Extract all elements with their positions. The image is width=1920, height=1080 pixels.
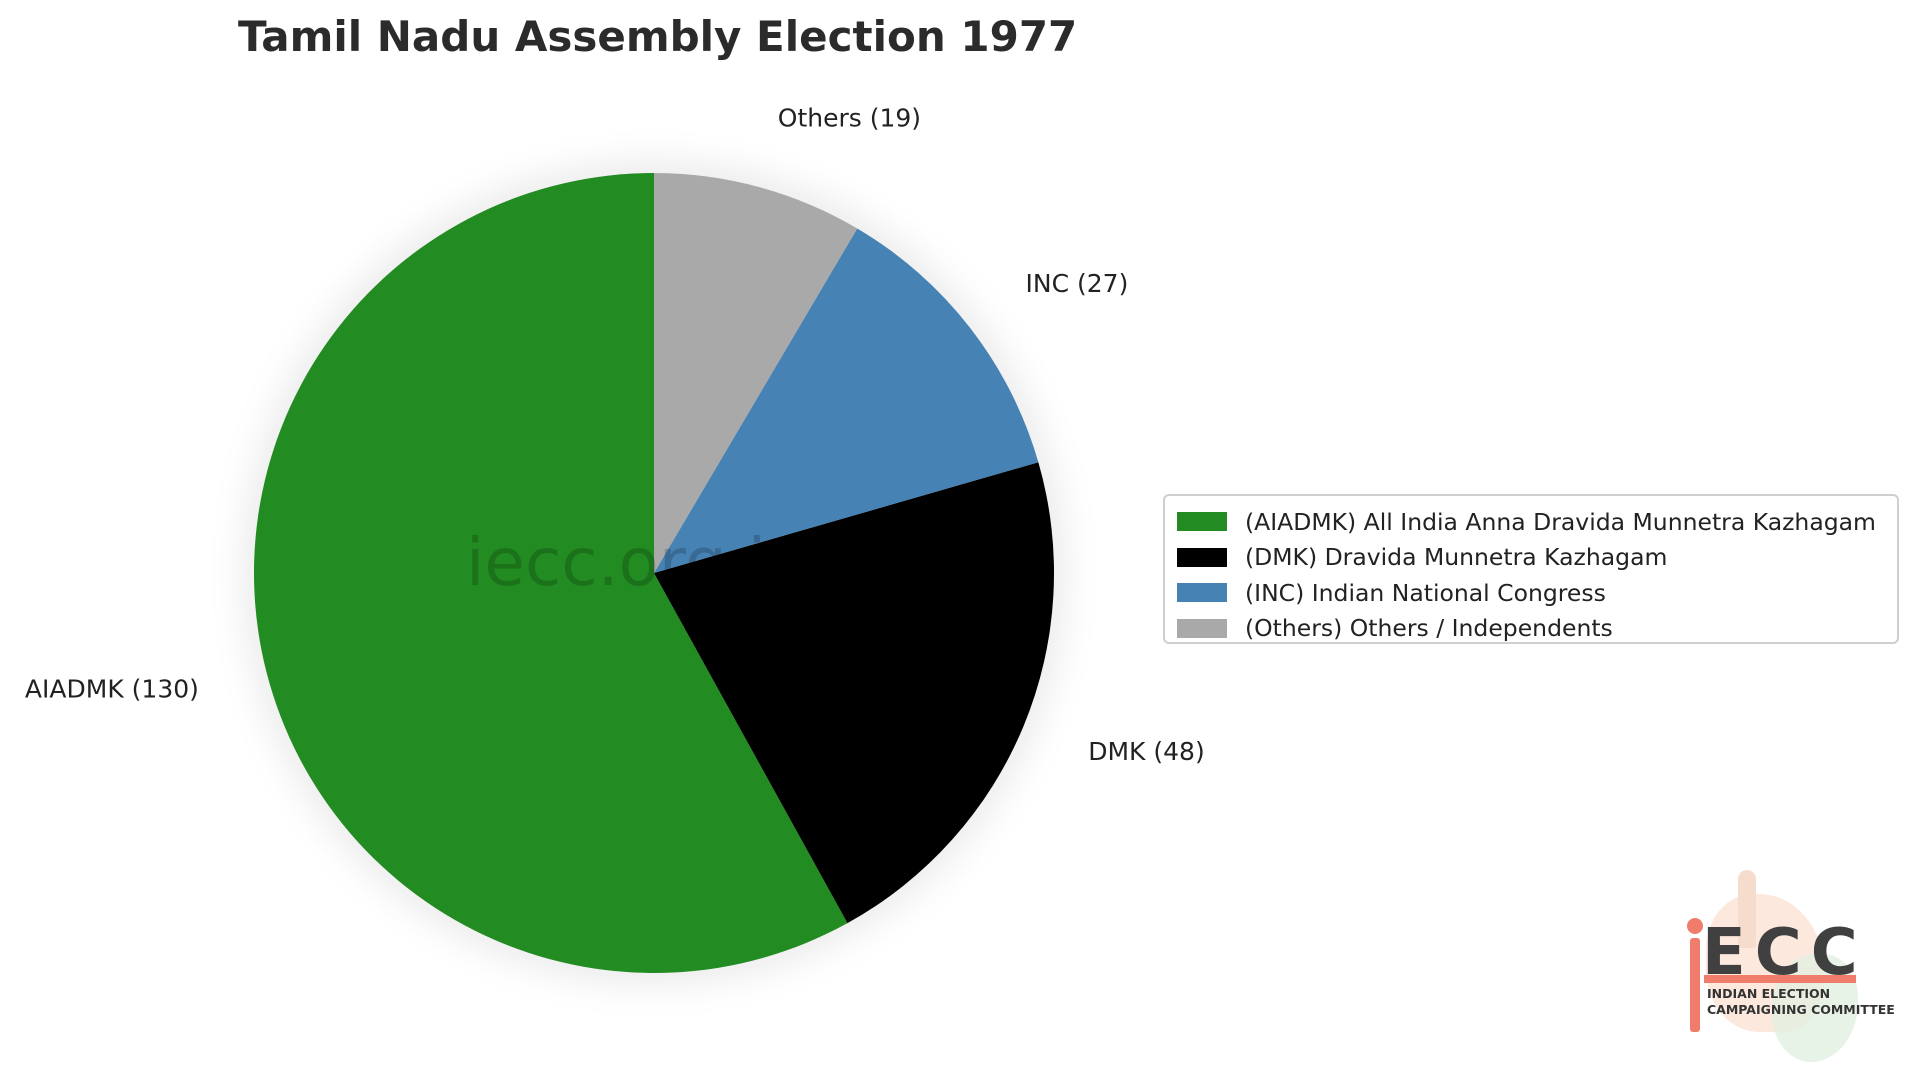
legend-label-inc: (INC) Indian National Congress (1245, 578, 1606, 607)
slice-label-others: Others (19) (778, 104, 921, 133)
legend-item-dmk: (DMK) Dravida Munnetra Kazhagam (1177, 540, 1897, 576)
watermark-text: iecc.org.in (466, 524, 808, 601)
logo-i-dot (1687, 918, 1703, 934)
legend-item-others: (Others) Others / Independents (1177, 611, 1897, 647)
logo-i-bar (1690, 938, 1700, 1032)
logo-subtitle-line2: CAMPAIGNING COMMITTEE (1707, 1002, 1895, 1017)
legend-swatch-inc (1177, 583, 1227, 603)
logo-subtitle-line1: INDIAN ELECTION (1707, 986, 1831, 1001)
legend-item-aiadmk: (AIADMK) All India Anna Dravida Munnetra… (1177, 504, 1897, 540)
pie-slice-aiadmk (253, 173, 848, 974)
logo-underline (1704, 975, 1856, 983)
pie-slice-inc (654, 228, 1039, 573)
legend-swatch-aiadmk (1177, 512, 1227, 532)
pie-slice-others (654, 173, 858, 573)
legend-label-aiadmk: (AIADMK) All India Anna Dravida Munnetra… (1245, 507, 1876, 536)
chart-title: Tamil Nadu Assembly Election 1977 (238, 12, 1078, 61)
legend-label-others: (Others) Others / Independents (1245, 614, 1613, 643)
slice-label-dmk: DMK (48) (1088, 737, 1204, 766)
logo-map-shape-green (1772, 954, 1858, 1062)
legend-label-dmk: (DMK) Dravida Munnetra Kazhagam (1245, 543, 1668, 572)
legend: (AIADMK) All India Anna Dravida Munnetra… (1163, 494, 1899, 644)
pie-labels: AIADMK (130) DMK (48) INC (27) Others (19) (25, 104, 1205, 766)
pie-slice-dmk (654, 462, 1054, 924)
legend-swatch-others (1177, 618, 1227, 638)
pie-slices (253, 173, 1054, 974)
slice-label-inc: INC (27) (1026, 269, 1129, 298)
iecc-logo: ECC INDIAN ELECTION CAMPAIGNING COMMITTE… (1672, 862, 1898, 1076)
slice-label-aiadmk: AIADMK (130) (25, 674, 199, 703)
legend-swatch-dmk (1177, 547, 1227, 567)
logo-finger-icon (1738, 870, 1756, 948)
legend-item-inc: (INC) Indian National Congress (1177, 575, 1897, 611)
